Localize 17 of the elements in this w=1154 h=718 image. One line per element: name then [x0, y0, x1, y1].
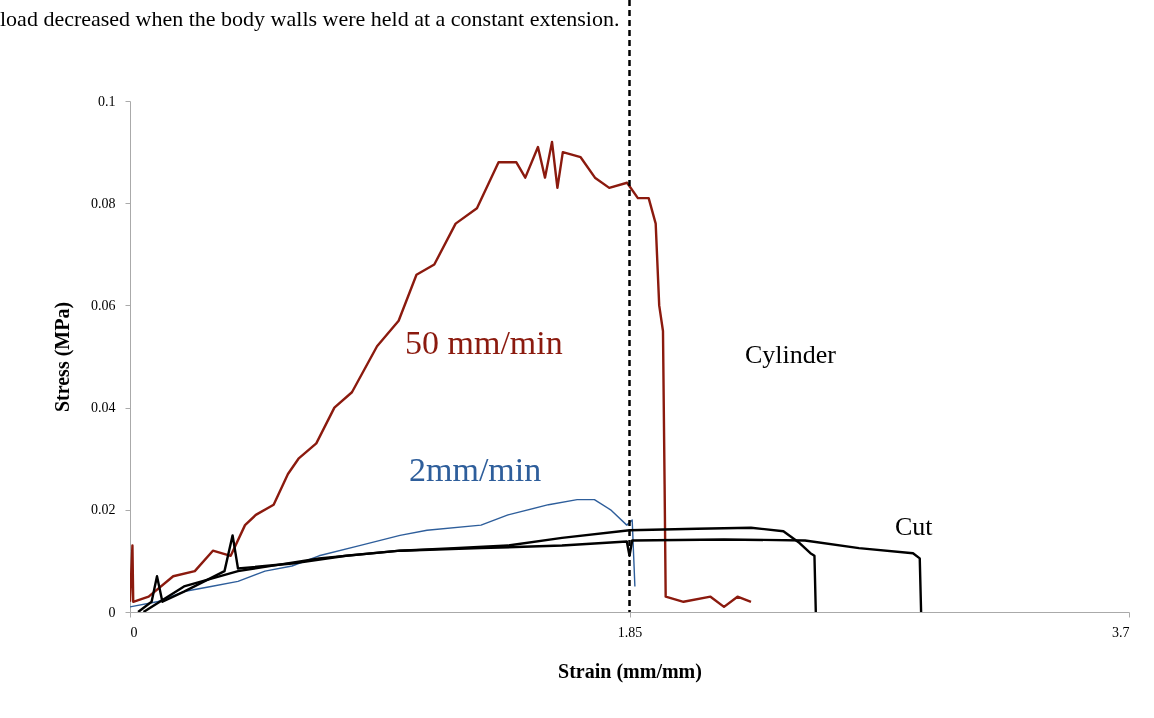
x-axis-title: Strain (mm/mm): [558, 659, 702, 683]
y-tick-label: 0.08: [91, 195, 116, 211]
y-tick-label: 0.1: [98, 93, 116, 109]
annotation: Cylinder: [745, 340, 837, 369]
series-label: 50 mm/min: [405, 324, 563, 361]
y-tick-label: 0.06: [91, 297, 116, 313]
x-tick-label: 3.7: [1112, 624, 1130, 640]
y-tick-label: 0.04: [91, 400, 116, 416]
x-tick-label: 1.85: [617, 624, 643, 640]
y-axis-title: Stress (MPa): [51, 301, 74, 413]
annotation: Cut: [895, 512, 934, 541]
text: load decreased when the body walls were held at a constant extension.: [0, 6, 620, 31]
y-tick-label: 0: [108, 604, 116, 620]
series-label: 2mm/min: [409, 451, 542, 488]
line-series: [130, 498, 636, 608]
x-tick-label: 0: [130, 624, 138, 640]
y-tick-label: 0.02: [91, 502, 116, 518]
